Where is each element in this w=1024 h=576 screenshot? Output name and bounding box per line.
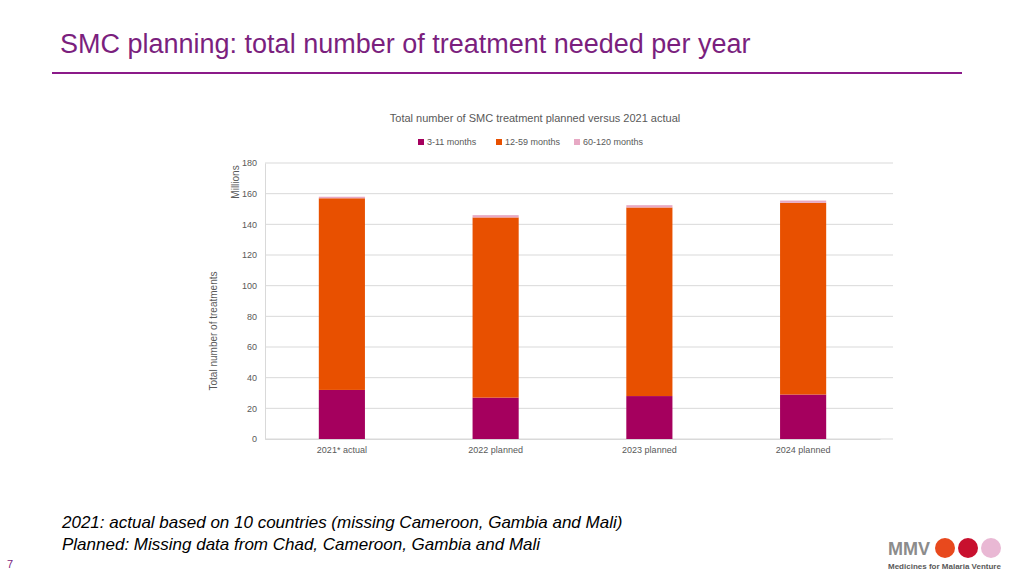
legend: 3-11 months 12-59 months 60-120 months (418, 137, 644, 147)
y-axis-units: Millions (230, 165, 241, 198)
y-tick: 40 (247, 373, 265, 383)
y-tick: 140 (242, 220, 265, 230)
footnote: 2021: actual based on 10 countries (miss… (61, 513, 622, 532)
y-tick: 80 (247, 312, 265, 322)
page-number: 7 (7, 558, 13, 570)
legend-label: 60-120 months (583, 137, 644, 147)
y-axis: 0 20 40 60 80 100 120 140 160 180 (242, 158, 266, 444)
y-tick-label: 60 (247, 342, 257, 352)
bar (473, 398, 519, 439)
x-tick-label: 2023 planned (622, 445, 677, 455)
y-tick-label: 120 (242, 250, 257, 260)
page: SMC planning: total number of treatment … (0, 0, 1024, 576)
logo: MMV Medicines for Malaria Venture (888, 538, 1001, 571)
y-tick: 0 (252, 434, 265, 444)
x-tick: 2024 planned (776, 439, 831, 455)
legend-label: 12-59 months (505, 137, 561, 147)
bar (626, 205, 672, 207)
bar-series (319, 197, 826, 218)
legend-swatch (574, 139, 580, 145)
bar (626, 207, 672, 396)
page-title: SMC planning: total number of treatment … (60, 29, 750, 59)
x-tick: 2022 planned (468, 439, 523, 455)
bar (780, 395, 826, 439)
y-tick-label: 160 (242, 189, 257, 199)
y-tick: 160 (242, 189, 265, 199)
x-tick: 2021* actual (317, 439, 367, 455)
y-axis-title: Total number of treatments (208, 272, 219, 391)
bar (319, 197, 365, 199)
y-tick: 60 (247, 342, 265, 352)
logo-circle (981, 538, 1001, 558)
bar (473, 217, 519, 397)
y-tick-label: 20 (247, 404, 257, 414)
y-tick: 120 (242, 250, 265, 260)
x-axis-line (266, 439, 881, 440)
y-tick-label: 40 (247, 373, 257, 383)
y-tick-label: 180 (242, 158, 257, 168)
chart-title: Total number of SMC treatment planned ve… (390, 112, 680, 124)
x-tick-label: 2022 planned (468, 445, 523, 455)
logo-circle (935, 538, 955, 558)
logo-circle (958, 538, 978, 558)
bar (473, 215, 519, 217)
bars (319, 197, 826, 439)
grid (265, 163, 893, 439)
logo-mark: MMV (888, 539, 930, 559)
bar (319, 390, 365, 439)
grid-line (265, 193, 893, 194)
x-axis: 2021* actual 2022 planned 2023 planned 2024… (266, 439, 881, 455)
title-rule (52, 72, 962, 74)
y-tick: 20 (247, 404, 265, 414)
y-tick-label: 0 (252, 434, 257, 444)
bar-series (319, 390, 826, 439)
x-tick: 2023 planned (622, 439, 677, 455)
y-tick: 180 (242, 158, 265, 168)
bar (319, 198, 365, 390)
y-tick-label: 100 (242, 281, 257, 291)
footnote: Planned: Missing data from Chad, Cameroo… (62, 535, 541, 554)
y-axis-line (265, 164, 266, 440)
y-tick: 100 (242, 281, 265, 291)
bar (780, 203, 826, 395)
legend-swatch (496, 139, 502, 145)
bar (780, 201, 826, 203)
x-tick-label: 2021* actual (317, 445, 367, 455)
y-tick-label: 80 (247, 312, 257, 322)
bar (626, 396, 672, 439)
bar-series (319, 198, 826, 397)
legend-swatch (418, 139, 424, 145)
legend-label: 3-11 months (427, 137, 477, 147)
grid-line (265, 163, 893, 164)
y-tick-label: 140 (242, 220, 257, 230)
x-tick-label: 2024 planned (776, 445, 831, 455)
logo-text: Medicines for Malaria Venture (888, 562, 1001, 571)
